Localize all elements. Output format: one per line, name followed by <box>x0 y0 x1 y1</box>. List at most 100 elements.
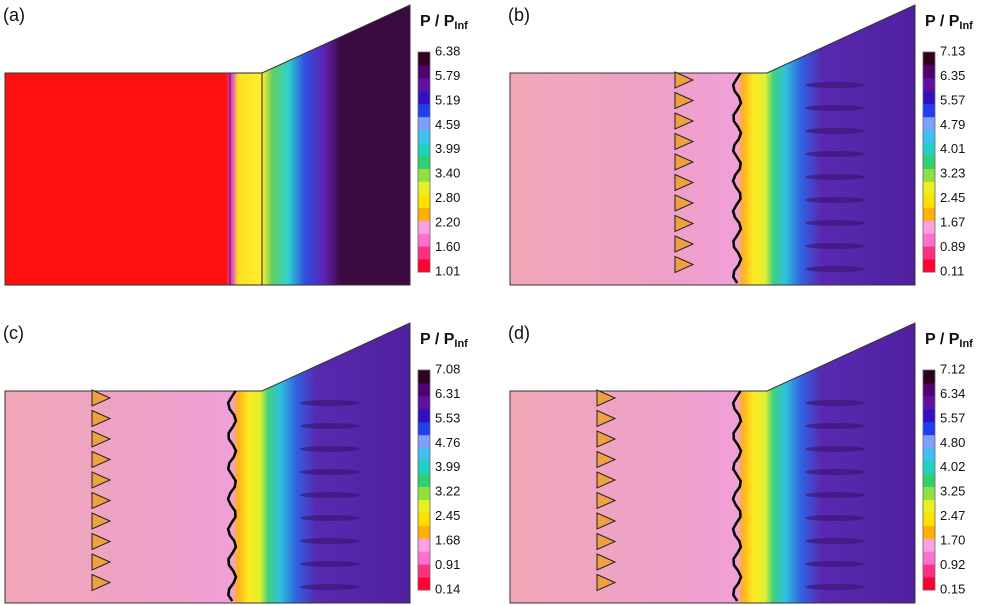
colorbar-tick-label: 2.45 <box>940 190 965 205</box>
colorbar-tick-label: 3.25 <box>940 484 965 499</box>
colorbar-band <box>923 52 935 66</box>
vortex-generator <box>596 409 617 428</box>
colorbar-band <box>923 233 935 247</box>
colorbar-band <box>418 181 430 195</box>
colorbar-tick-label: 1.67 <box>940 215 965 230</box>
colorbar-tick-label: 5.57 <box>940 92 965 107</box>
colorbar-tick-label: 6.31 <box>435 386 460 401</box>
pressure-streak <box>805 243 865 249</box>
vortex-generator <box>596 471 617 489</box>
pressure-streak <box>805 220 865 226</box>
colorbar-band <box>418 220 430 234</box>
colorbar-title-sub: Inf <box>959 338 973 350</box>
colorbar-tick-label: 0.14 <box>435 581 460 596</box>
vortex-generator <box>596 573 617 592</box>
colorbar-tick-label: 7.13 <box>940 43 965 58</box>
colorbar-band <box>923 408 935 423</box>
colorbar-frame <box>922 51 936 273</box>
colorbar-band <box>923 473 935 487</box>
colorbar-band <box>418 77 430 92</box>
colorbar-band <box>418 512 430 526</box>
pressure-streak <box>805 561 865 567</box>
vortex-generator <box>91 409 112 428</box>
colorbar-band <box>418 538 430 552</box>
vortex-generator <box>596 389 617 407</box>
colorbar-band <box>418 233 430 247</box>
colorbar-band <box>418 382 430 397</box>
colorbar-title-main: P / P <box>925 331 960 348</box>
flow-domain <box>4 322 411 604</box>
colorbar-title-sub: Inf <box>454 338 468 350</box>
shock-front <box>731 390 743 602</box>
colorbar-tick-label: 6.35 <box>940 68 965 83</box>
flow-domain <box>509 4 916 286</box>
colorbar-tick-label: 5.79 <box>435 68 460 83</box>
colorbar-title-sub: Inf <box>454 20 468 32</box>
colorbar-band <box>418 207 430 221</box>
vortex-generator <box>596 430 617 448</box>
colorbar-tick-label: 2.80 <box>435 190 460 205</box>
pressure-streak <box>805 105 865 111</box>
colorbar-tick-label: 5.19 <box>435 92 460 107</box>
colorbar-tick-label: 5.57 <box>940 410 965 425</box>
colorbar-tick-label: 4.80 <box>940 435 965 450</box>
panel-label: (d) <box>508 323 530 343</box>
colorbar-title: P / PInf <box>420 13 468 32</box>
colorbar-band <box>923 168 935 182</box>
shock-front <box>226 390 238 602</box>
panel-label: (b) <box>508 5 530 25</box>
pressure-streak <box>805 400 865 406</box>
colorbar-band <box>923 564 935 578</box>
vortex-generator <box>674 173 695 192</box>
vortex-generator <box>674 214 695 233</box>
colorbar-tick-label: 4.76 <box>435 435 460 450</box>
colorbar-tick-label: 0.15 <box>940 581 965 596</box>
pressure-streak <box>300 400 360 406</box>
vortex-generator <box>91 553 112 571</box>
colorbar-tick-label: 2.45 <box>435 508 460 523</box>
pressure-streak <box>805 197 865 203</box>
panel: (a) P / PInf 6.38 5.79 5.19 4.59 3.99 3.40 2.80 2… <box>3 4 468 286</box>
colorbar-frame <box>417 51 431 273</box>
colorbar-band <box>418 246 430 260</box>
pressure-streak <box>805 492 865 498</box>
pressure-streak <box>300 469 360 475</box>
colorbar-band <box>923 77 935 92</box>
flow-domain <box>509 322 916 604</box>
colorbar-tick-label: 5.53 <box>435 410 460 425</box>
colorbar-band <box>418 447 430 462</box>
colorbar-band <box>923 103 935 118</box>
colorbar-band <box>923 486 935 500</box>
pressure-streak <box>300 538 360 544</box>
colorbar-band <box>923 129 935 144</box>
colorbar-tick-label: 6.38 <box>435 43 460 58</box>
colorbar-tick-label: 3.99 <box>435 459 460 474</box>
pressure-streak <box>805 538 865 544</box>
colorbar-band <box>418 52 430 66</box>
colorbar-tick-label: 4.79 <box>940 117 965 132</box>
colorbar-band <box>923 395 935 410</box>
vortex-generator <box>91 512 112 530</box>
colorbar-band <box>418 116 430 131</box>
colorbar-band <box>418 90 430 105</box>
colorbar-band <box>923 220 935 234</box>
vortex-generator <box>596 450 617 469</box>
panel-label: (a) <box>3 5 25 25</box>
vortex-generator <box>91 471 112 489</box>
colorbar-title-sub: Inf <box>959 20 973 32</box>
colorbar-tick-label: 7.12 <box>940 361 965 376</box>
panel: (d) P / PInf 7.12 6.34 5.57 4.80 4.02 3.25 2.47 1… <box>508 322 973 604</box>
colorbar-tick-label: 1.70 <box>940 533 965 548</box>
colorbar-tick-label: 3.23 <box>940 166 965 181</box>
colorbar-band <box>418 577 430 591</box>
vortex-generator <box>674 255 695 274</box>
colorbar-band <box>418 142 430 157</box>
colorbar-band <box>418 408 430 423</box>
colorbar-tick-label: 0.92 <box>940 557 965 572</box>
colorbar-band <box>923 259 935 273</box>
vortex-generator <box>91 532 112 551</box>
colorbar-band <box>923 447 935 462</box>
pressure-streak <box>300 423 360 429</box>
colorbar-tick-label: 3.22 <box>435 484 460 499</box>
